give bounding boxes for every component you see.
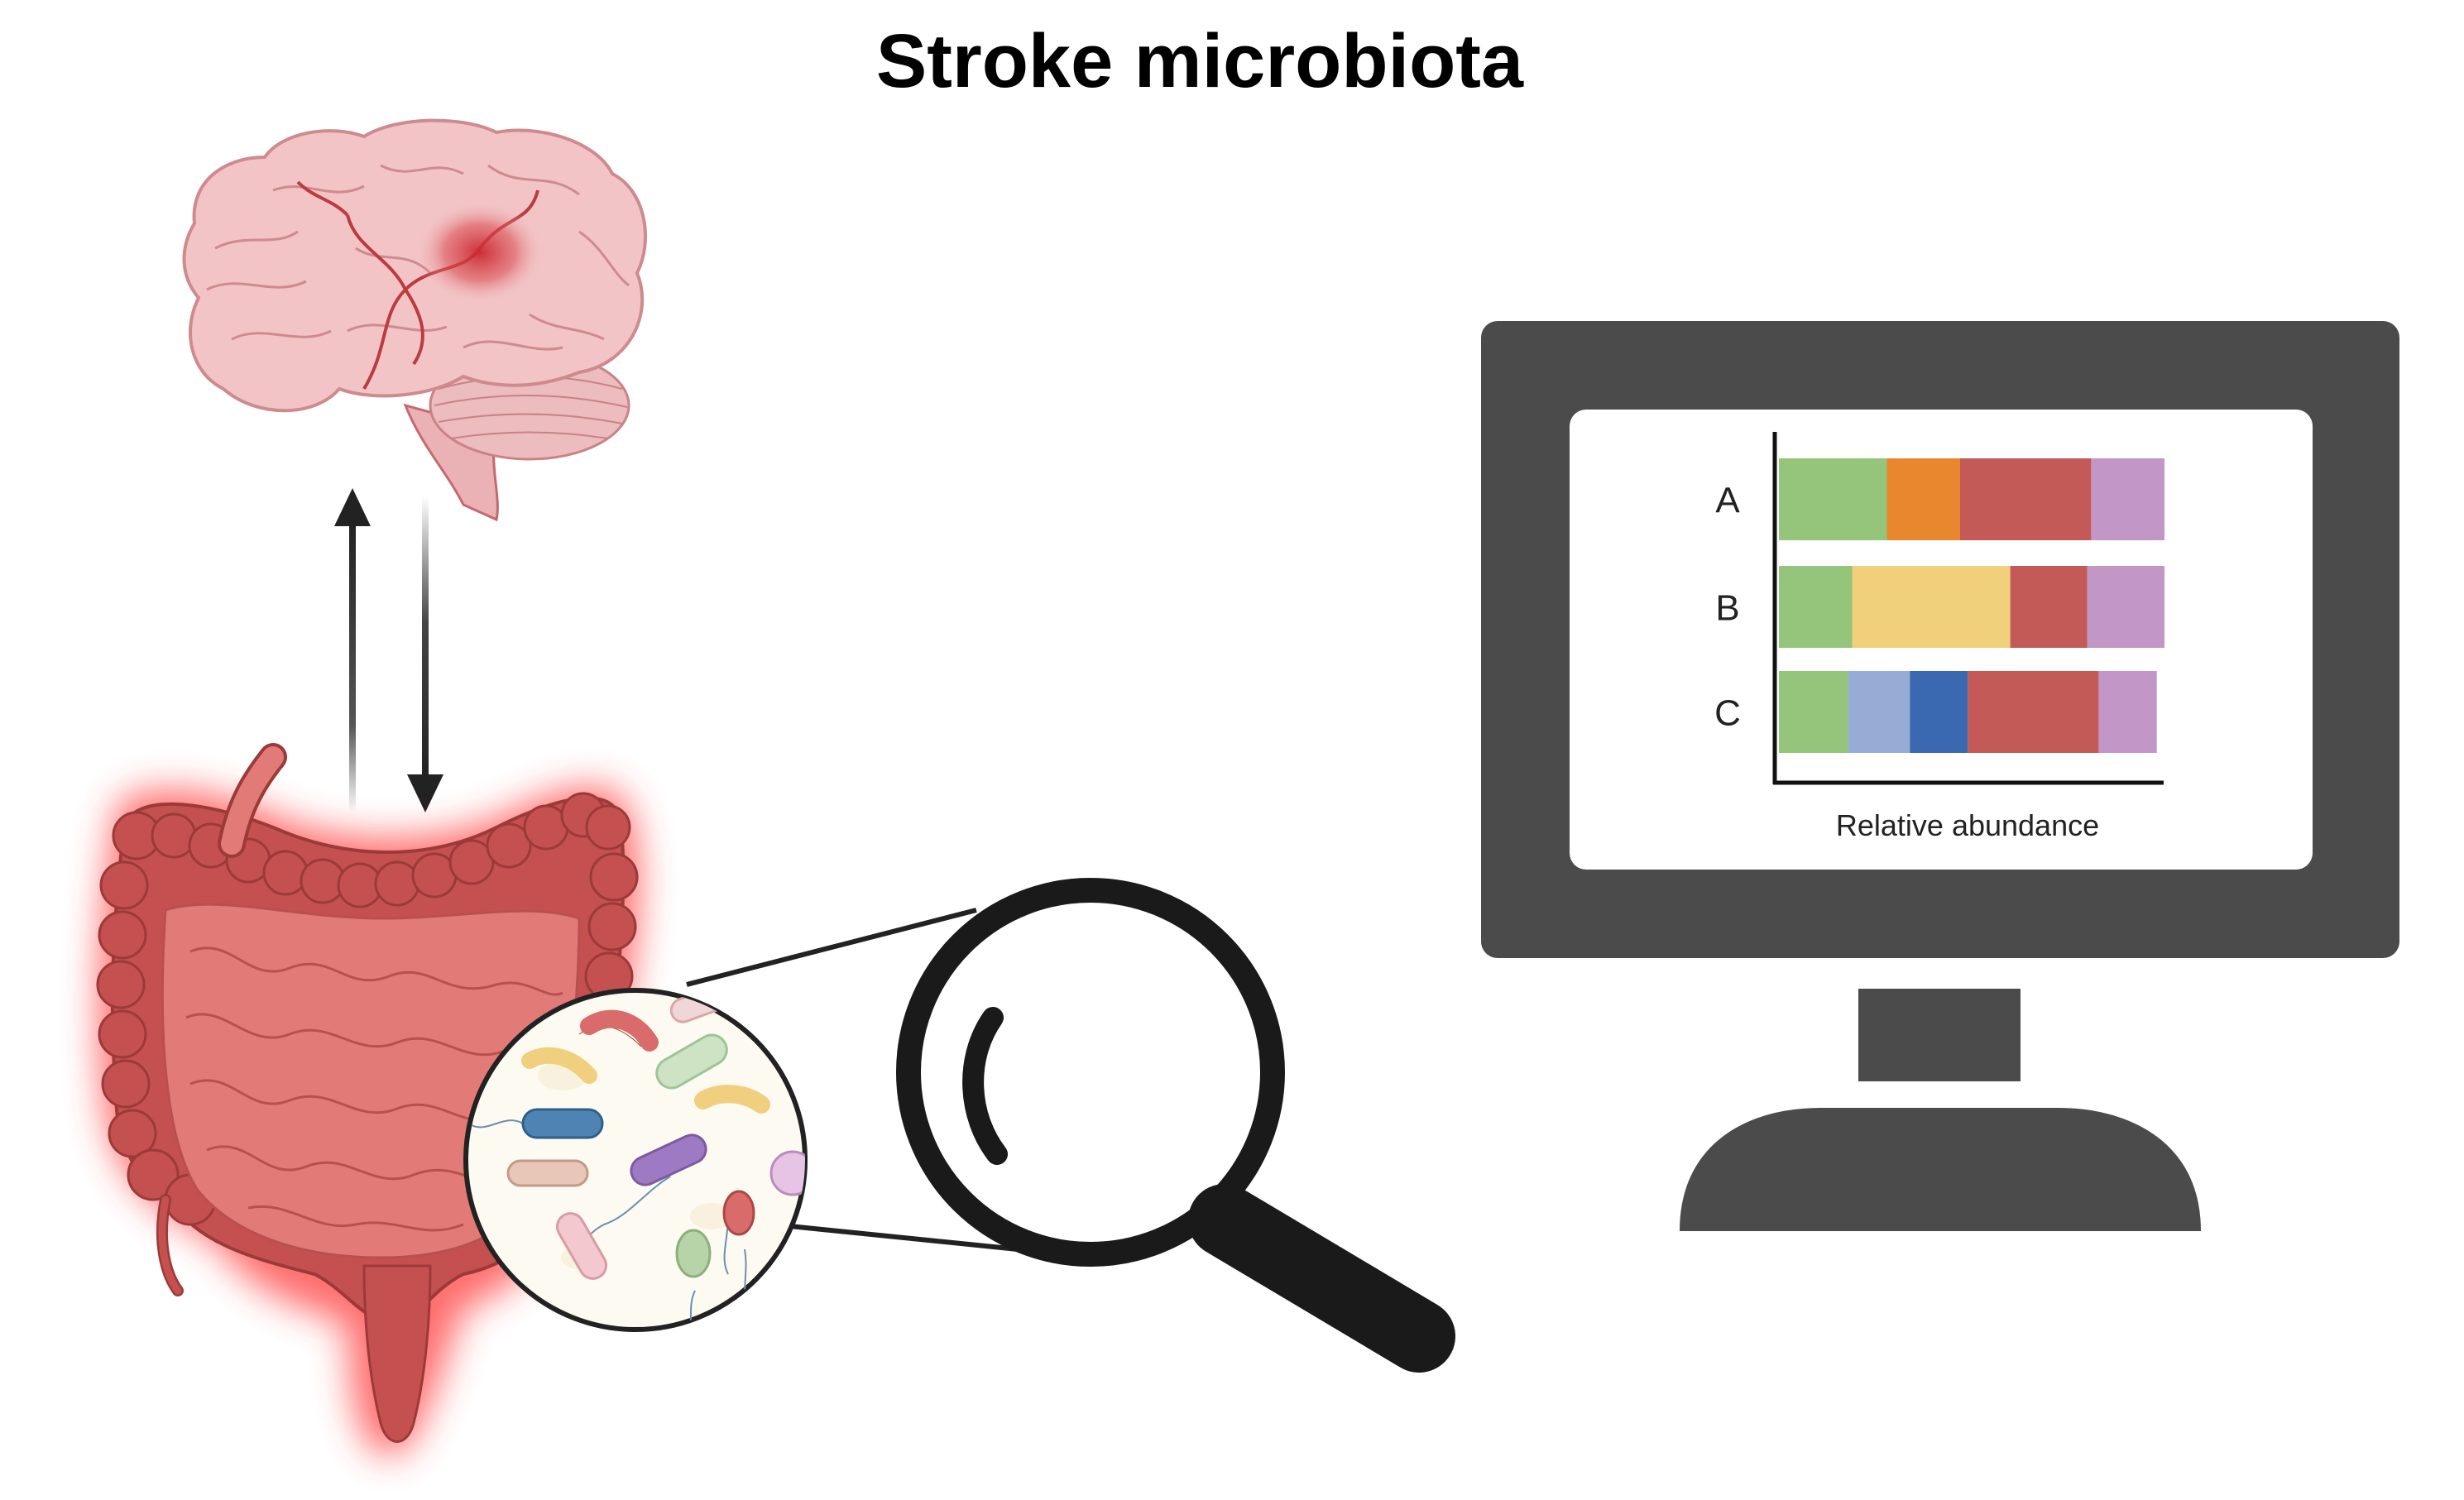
- bar-segment-A-4: [2091, 458, 2164, 540]
- bar-segment-C-4: [1968, 671, 2099, 753]
- bar-segment-A-3: [1960, 458, 2092, 540]
- gut-to-brain-arrow: [334, 488, 371, 812]
- zoom-line-top: [686, 908, 977, 987]
- bar-segment-C-1: [1779, 671, 1848, 753]
- bar-segment-B-3: [2010, 566, 2088, 648]
- brain-to-gut-arrow: [407, 496, 443, 812]
- figure-title: Stroke microbiota: [875, 19, 1524, 103]
- magnifying-glass-icon: [896, 878, 1455, 1373]
- bar-segment-C-5: [2098, 671, 2157, 753]
- category-label-C: C: [1714, 693, 1741, 734]
- bar-segment-B-1: [1779, 566, 1853, 648]
- zoom-line-bottom: [773, 1222, 1019, 1252]
- monitor-base: [1680, 1108, 2201, 1231]
- bar-segment-C-2: [1848, 671, 1910, 753]
- relative-abundance-chart: A B C Relative abundance: [1714, 432, 2164, 842]
- gut-bacteria-zoom-icon: [463, 988, 808, 1332]
- bar-segment-B-2: [1852, 566, 2011, 648]
- category-label-A: A: [1715, 481, 1740, 521]
- bar-segment-A-2: [1886, 458, 1960, 540]
- monitor-neck: [1858, 989, 2021, 1081]
- brain-with-infarct-icon: [182, 118, 647, 522]
- bar-segment-A-1: [1779, 458, 1887, 540]
- bar-segment-B-4: [2087, 566, 2164, 648]
- x-axis-label: Relative abundance: [1836, 808, 2099, 842]
- bar-segment-C-3: [1910, 671, 1968, 753]
- infarct-lesion: [415, 201, 544, 304]
- computer-monitor-icon: [1481, 321, 2399, 1231]
- category-label-B: B: [1715, 588, 1739, 629]
